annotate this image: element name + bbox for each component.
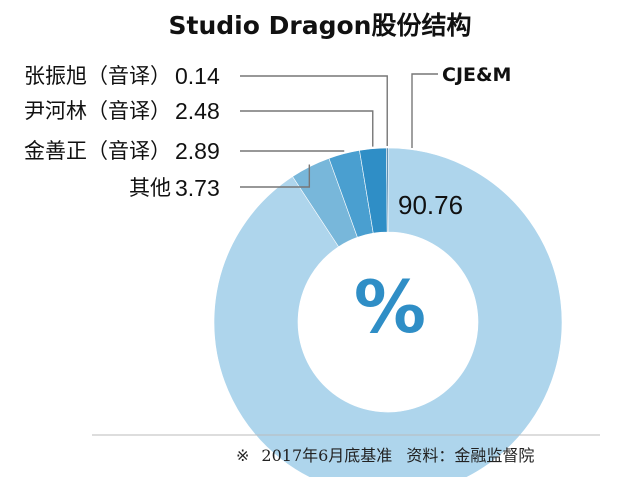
slice-value-cjem: 90.76 <box>398 190 464 220</box>
slice-label-zhang: 张振旭（音译） <box>24 64 171 88</box>
donut-slices <box>213 147 563 477</box>
leader-line-4 <box>240 75 388 147</box>
chart-title: Studio Dragon股份结构 <box>168 11 472 40</box>
leader-line-0 <box>411 73 438 148</box>
leader-line-3 <box>240 110 374 147</box>
percent-symbol: % <box>353 265 427 349</box>
slice-label-cjem: CJE&M <box>442 64 512 86</box>
slice-value-kim: 2.89 <box>175 138 220 164</box>
slice-value-zhang: 0.14 <box>175 63 220 89</box>
leader-lines <box>240 73 438 188</box>
footnote: ※ 2017年6月底基准 资料：金融监督院 <box>236 442 534 466</box>
slice-value-other: 3.73 <box>175 175 220 201</box>
slice-4 <box>386 147 389 233</box>
leader-line-2 <box>240 150 345 152</box>
slice-label-yin: 尹河林（音译） <box>24 99 171 123</box>
slice-label-kim: 金善正（音译） <box>24 139 171 163</box>
slice-0 <box>213 147 563 477</box>
leader-line-1 <box>240 164 311 188</box>
slice-value-yin: 2.48 <box>175 98 220 124</box>
footnote-date: 2017年6月底基准 <box>261 446 393 465</box>
slice-label-other: 其他 <box>129 176 171 200</box>
footnote-mark: ※ <box>236 446 250 465</box>
footnote-source: 资料：金融监督院 <box>406 446 535 465</box>
